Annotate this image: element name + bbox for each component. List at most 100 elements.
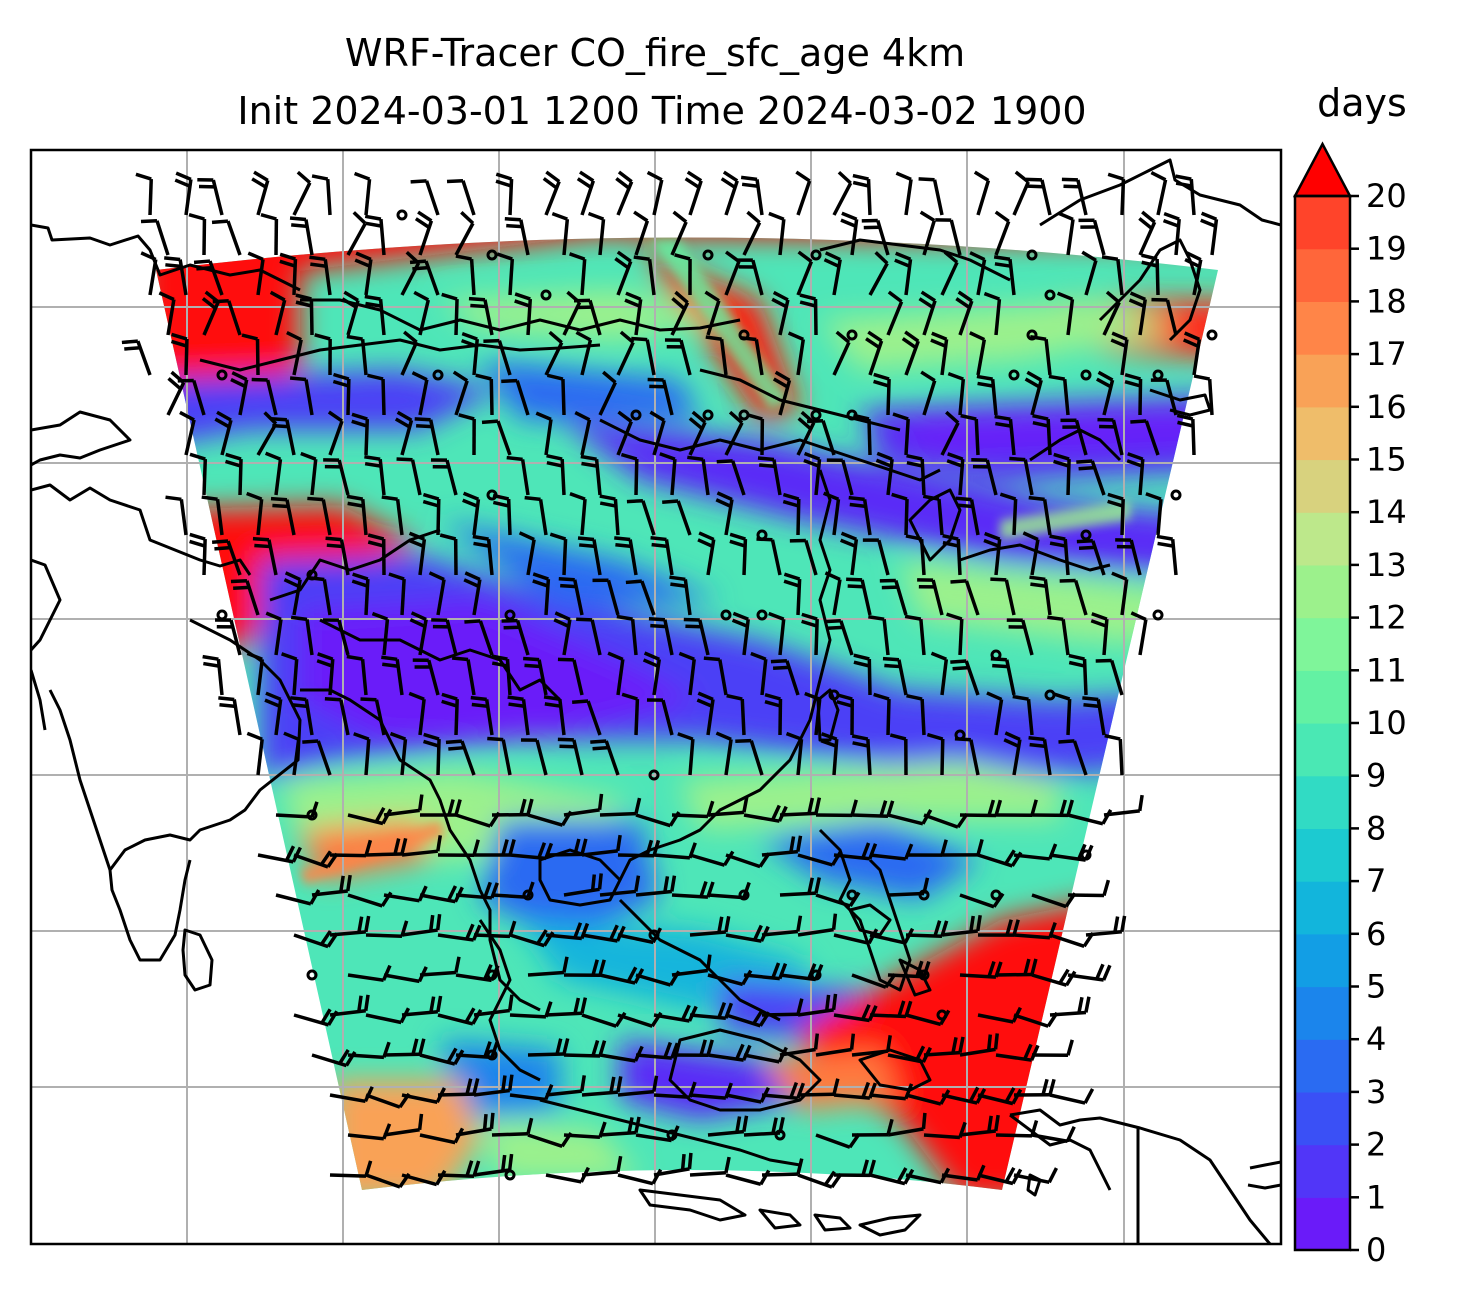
colorbar-tick-label: 11 [1366,651,1407,689]
wind-barb-flag [388,572,405,581]
wind-barb-flag [355,251,372,261]
wind-barb-flag [1176,413,1194,421]
wind-barb-flag [849,502,866,509]
wind-barb-flag [826,625,844,631]
wind-barb [869,933,906,945]
wind-barb-flag [771,962,781,979]
wind-barb [821,420,836,456]
wind-barb [275,813,313,819]
wind-barb-flag [720,177,737,189]
wind-barb-flag [483,1041,492,1058]
wind-barb [932,179,944,216]
wind-barb-flag [752,1009,764,1025]
wind-barb-flag [886,1118,894,1136]
wind-barb-flag [189,452,206,461]
wind-barb-flag [317,652,334,661]
wind-barb-flag [1077,996,1084,1014]
wind-barb-flag [626,499,643,504]
wind-barb-flag [789,836,796,853]
wind-barb [904,179,913,216]
wind-barb-flag [801,619,818,628]
wind-barb [466,659,476,696]
wind-barb-flag [409,618,426,629]
wind-barb-flag [943,250,959,264]
wind-barb-flag [246,491,263,501]
calm-wind-marker [1170,489,1182,501]
wind-barb-flag [417,885,428,902]
wind-barb-flag [1102,879,1111,897]
wind-barb-flag [1101,255,1119,261]
calm-wind-marker [918,969,930,981]
wind-barb-flag [823,1170,836,1186]
calm-wind-marker [1152,609,1164,621]
wind-barb-flag [470,695,487,702]
wind-barb-flag [771,1117,778,1134]
wind-barb [497,340,512,376]
colorbar-tick-label: 19 [1366,230,1407,268]
wind-barb-flag [847,584,864,589]
wind-barb [496,420,512,456]
wind-barb [707,893,745,900]
wind-barb-flag [460,211,475,225]
wind-barb-flag [165,495,182,502]
wind-barb-flag [270,416,287,422]
wind-barb [491,893,529,899]
wind-barb-flag [841,211,858,221]
wind-barb-flag [920,290,936,303]
wind-barb-flag [904,330,920,343]
wind-barb [538,499,548,536]
wind-barb-flag [333,372,350,381]
wind-barb-flag [1078,545,1096,551]
wind-barb-flag [286,331,302,342]
wind-barb-flag [447,799,455,816]
wind-barb-flag [508,702,525,708]
map-axes [31,150,1281,1244]
wind-barb [155,220,170,256]
wind-barb [815,893,851,908]
wind-barb [329,1093,366,1104]
wind-barb-flag [852,180,870,188]
wind-barb [1031,893,1067,909]
wind-barb [400,341,419,376]
wind-barb-flag [1030,582,1047,588]
wind-barb-flag [526,798,534,816]
wind-barb-flag [1056,291,1074,301]
wind-barb-flag [374,806,386,823]
wind-barb-flag [501,378,518,384]
wind-barb-flag [740,175,758,182]
wind-barb [1067,893,1105,898]
wind-barb [760,659,768,696]
wind-barb-flag [1081,250,1097,262]
wind-barb [325,178,332,216]
wind-barb-flag [884,663,901,669]
wind-barb-flag [852,173,869,181]
wind-barb [544,341,564,376]
wind-barb-flag [1003,738,1020,748]
wind-barb-flag [1047,615,1064,622]
wind-barb-flag [501,1075,507,1092]
wind-barb [360,658,368,696]
wind-barb-flag [891,492,908,501]
wind-barb-flag [448,745,465,751]
wind-barb [424,180,440,216]
wind-barb-flag [382,964,392,981]
wind-barb [400,578,406,616]
wind-barb [364,179,372,216]
wind-barb-flag [820,739,837,748]
title-line-2: Init 2024-03-01 1200 Time 2024-03-02 190… [237,89,1086,133]
wind-barb-flag [279,252,296,261]
wind-barb [179,499,188,536]
colorbar-swatch [1295,933,1350,988]
wind-barb [580,419,592,456]
wind-barb-flag [969,251,986,262]
wind-barb-flag [1157,541,1174,548]
wind-barb-flag [1061,177,1078,182]
wind-barb [148,178,153,216]
wind-barb [634,698,640,736]
wind-barb-flag [367,533,385,541]
wind-barb-flag [614,536,631,542]
wind-barb-flag [441,292,458,301]
calm-wind-marker [666,1129,678,1141]
wind-barb-flag [614,257,630,270]
wind-barb-flag [942,533,959,541]
